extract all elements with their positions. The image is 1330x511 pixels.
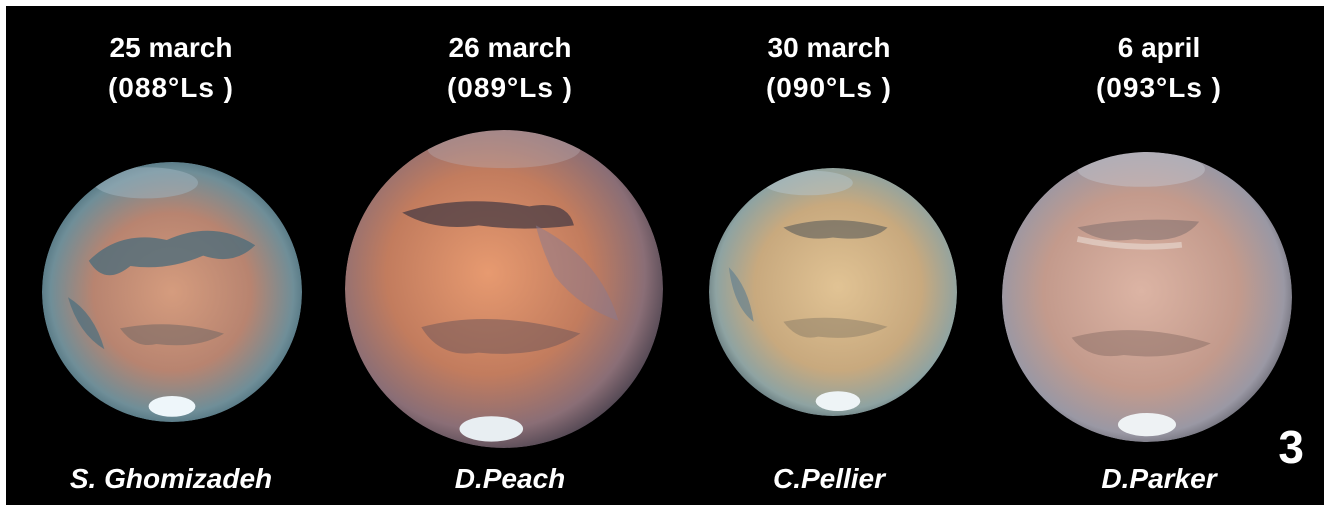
solar-longitude: (093°Ls ) bbox=[1095, 72, 1223, 103]
solar-longitude: (088°Ls ) bbox=[107, 72, 235, 103]
observation-4: 6 april (093°Ls ) bbox=[994, 6, 1324, 505]
observer-name: D.Peach bbox=[454, 463, 566, 494]
mars-disk bbox=[345, 130, 663, 448]
observation-date: 25 march bbox=[109, 32, 233, 63]
solar-longitude: (090°Ls ) bbox=[765, 72, 893, 103]
solar-longitude: (089°Ls ) bbox=[446, 72, 574, 103]
observation-3: 30 march (090°Ls ) bbox=[664, 6, 994, 505]
observer-name: C.Pellier bbox=[772, 463, 886, 494]
mars-disk-drawing bbox=[345, 130, 663, 448]
panel-number: 3 bbox=[1278, 421, 1304, 473]
observation-1: 25 march (088°Ls ) bbox=[6, 6, 336, 505]
observer-name: D.Parker bbox=[1101, 463, 1217, 494]
mars-disk-drawing bbox=[709, 168, 957, 416]
observer-name: S. Ghomizadeh bbox=[69, 463, 273, 494]
observation-date: 6 april bbox=[1117, 32, 1201, 63]
observation-2: 26 march (089°Ls ) bbox=[345, 6, 675, 505]
mars-disk-drawing bbox=[42, 162, 302, 422]
mars-disk-drawing bbox=[1002, 152, 1292, 442]
mars-disk bbox=[709, 168, 957, 416]
mars-disk bbox=[1002, 152, 1292, 442]
observation-date: 30 march bbox=[767, 32, 891, 63]
mars-image-panel: 25 march (088°Ls ) bbox=[6, 6, 1324, 505]
observation-date: 26 march bbox=[448, 32, 572, 63]
mars-disk bbox=[42, 162, 302, 422]
